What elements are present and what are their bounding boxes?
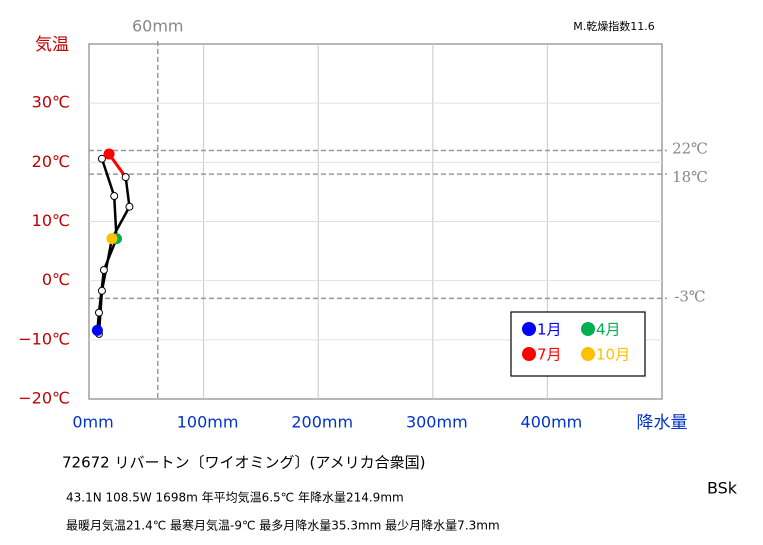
month-point	[97, 154, 106, 163]
y-tick-label: 20℃	[32, 152, 70, 171]
legend-marker	[522, 322, 536, 336]
x-tick-label: 300mm	[406, 413, 468, 432]
x-tick-label: 100mm	[177, 413, 239, 432]
reference-label: 22℃	[672, 140, 708, 158]
y-tick-label: −10℃	[18, 329, 70, 348]
legend-marker	[581, 322, 595, 336]
month-point	[97, 286, 106, 295]
highlight-point	[91, 324, 103, 336]
y-title: 気温	[35, 35, 69, 55]
index-label: M.乾燥指数11.6	[573, 19, 654, 33]
reference-label: 18℃	[672, 168, 708, 186]
y-tick-label: −20℃	[18, 389, 70, 408]
month-point	[110, 192, 119, 201]
station: 72672 リバートン〔ワイオミング〕(アメリカ合衆国)	[62, 454, 425, 472]
y-tick-label: 30℃	[32, 93, 70, 112]
month-point	[125, 202, 134, 211]
reference-label: 60mm	[132, 17, 184, 36]
legend-label: 1月	[537, 321, 562, 339]
climate-code: BSk	[707, 479, 738, 498]
month-point	[99, 266, 108, 275]
info-line: 最暖月気温21.4℃ 最寒月気温-9℃ 最多月降水量35.3mm 最少月降水量7…	[66, 518, 500, 533]
highlight-point	[103, 148, 115, 160]
info-line: 43.1N 108.5W 1698m 年平均気温6.5℃ 年降水量214.9mm	[66, 490, 404, 505]
x-title: 降水量	[637, 413, 688, 433]
legend-box	[510, 311, 646, 377]
x-tick-label: 0mm	[72, 413, 113, 432]
x-tick-label: 200mm	[291, 413, 353, 432]
month-point	[121, 173, 130, 182]
legend-label: 10月	[596, 346, 630, 364]
legend-marker	[522, 347, 536, 361]
legend-label: 7月	[537, 346, 562, 364]
reference-label: -3℃	[674, 287, 705, 305]
y-tick-label: 10℃	[32, 211, 70, 230]
month-point	[94, 308, 103, 317]
legend-marker	[581, 347, 595, 361]
x-tick-label: 400mm	[521, 413, 583, 432]
y-tick-label: 0℃	[42, 270, 70, 289]
legend-label: 4月	[596, 321, 621, 339]
highlight-point	[106, 233, 118, 245]
